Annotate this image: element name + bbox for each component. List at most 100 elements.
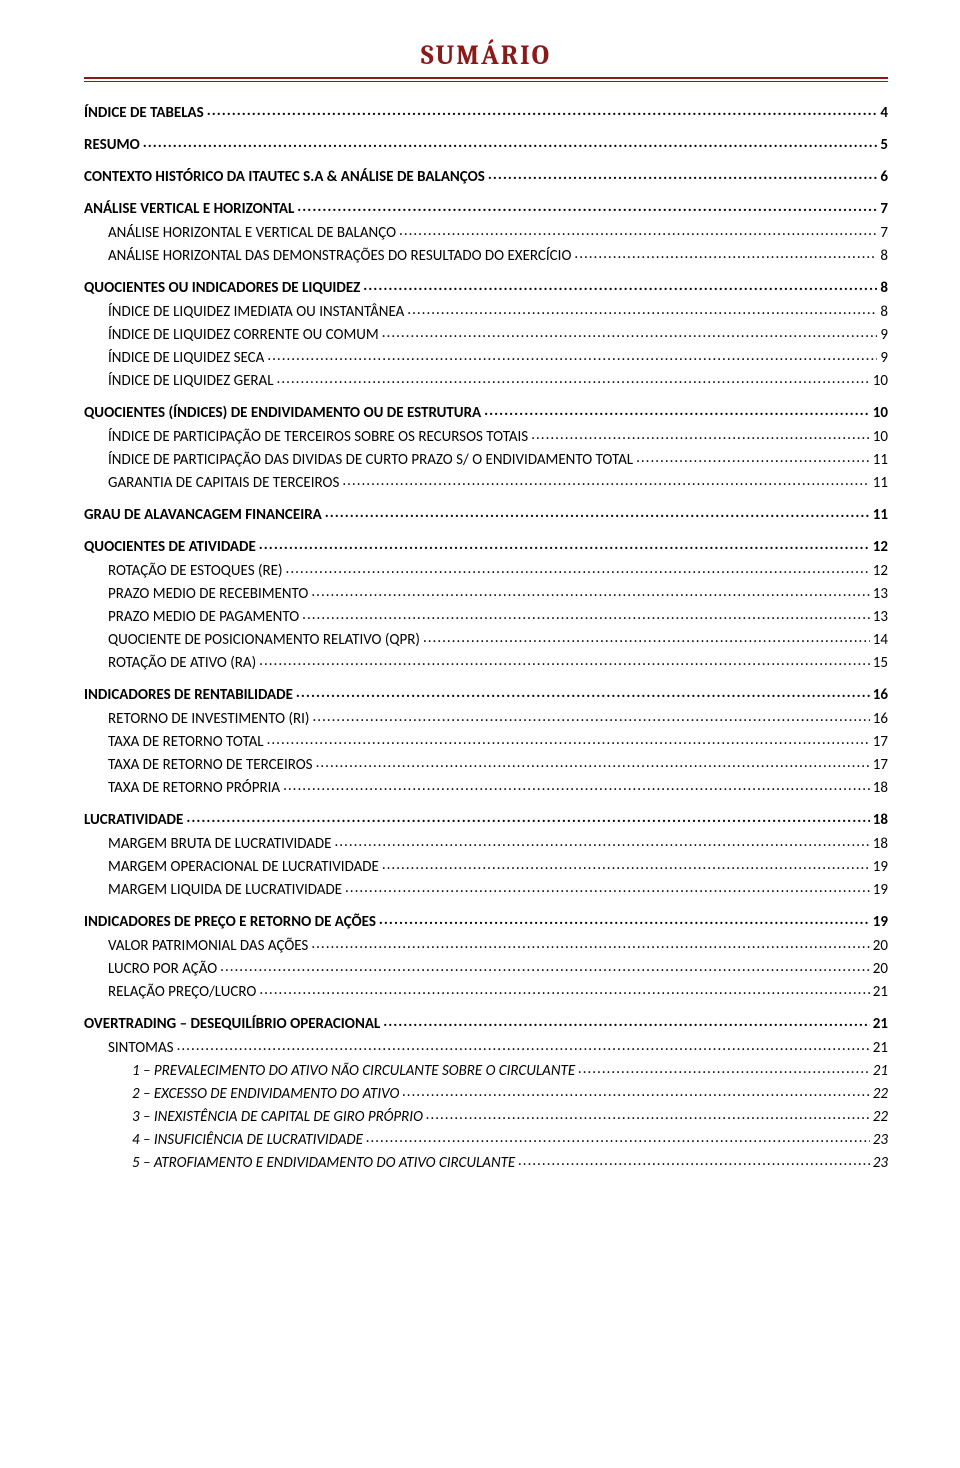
toc-entry-page: 11 [873, 506, 888, 524]
toc-entry[interactable]: ÍNDICE DE LIQUIDEZ SECA 9 [108, 347, 888, 367]
toc-entry[interactable]: ANÁLISE HORIZONTAL E VERTICAL DE BALANÇO… [108, 222, 888, 242]
toc-entry-page: 8 [880, 247, 888, 265]
toc-entry-label: ANÁLISE HORIZONTAL E VERTICAL DE BALANÇO [108, 224, 396, 242]
toc-entry-label: SINTOMAS [108, 1039, 174, 1057]
toc-leader-dots [283, 777, 870, 792]
toc-entry[interactable]: VALOR PATRIMONIAL DAS AÇÕES 20 [108, 935, 888, 955]
toc-entry[interactable]: RELAÇÃO PREÇO/LUCRO 21 [108, 981, 888, 1001]
toc-leader-dots [259, 652, 870, 667]
toc-entry-page: 13 [873, 585, 888, 603]
toc-entry[interactable]: INDICADORES DE RENTABILIDADE 16 [84, 684, 888, 704]
toc-leader-dots [267, 731, 870, 746]
toc-entry-page: 16 [873, 710, 888, 728]
toc-entry[interactable]: ÍNDICE DE LIQUIDEZ GERAL 10 [108, 370, 888, 390]
toc-list: ÍNDICE DE TABELAS 4 RESUMO 5 CONTEXTO HIST… [84, 102, 888, 1172]
toc-entry-label: QUOCIENTES (ÍNDICES) DE ENDIVIDAMENTO OU… [84, 404, 481, 422]
toc-entry[interactable]: ÍNDICE DE LIQUIDEZ IMEDIATA OU INSTANTÂN… [108, 301, 888, 321]
toc-entry[interactable]: PRAZO MEDIO DE RECEBIMENTO 13 [108, 583, 888, 603]
toc-entry-label: ÍNDICE DE PARTICIPAÇÃO DAS DIVIDAS DE CU… [108, 451, 633, 469]
toc-entry[interactable]: QUOCIENTE DE POSICIONAMENTO RELATIVO (QP… [108, 629, 888, 649]
toc-entry-label: RELAÇÃO PREÇO/LUCRO [108, 983, 256, 1001]
toc-entry-page: 20 [873, 937, 888, 955]
toc-entry-page: 9 [880, 349, 888, 367]
toc-entry[interactable]: CONTEXTO HISTÓRICO DA ITAUTEC S.A & ANÁL… [84, 166, 888, 186]
toc-entry-label: ÍNDICE DE LIQUIDEZ CORRENTE OU COMUM [108, 326, 379, 344]
toc-entry-page: 7 [880, 224, 888, 242]
toc-entry[interactable]: RETORNO DE INVESTIMENTO (RI) 16 [108, 708, 888, 728]
toc-entry-page: 12 [873, 562, 888, 580]
toc-entry-label: ÍNDICE DE LIQUIDEZ GERAL [108, 372, 274, 390]
toc-entry[interactable]: 3 – INEXISTÊNCIA DE CAPITAL DE GIRO PRÓP… [132, 1106, 888, 1126]
toc-entry[interactable]: ROTAÇÃO DE ATIVO (RA) 15 [108, 652, 888, 672]
toc-entry[interactable]: TAXA DE RETORNO PRÓPRIA 18 [108, 777, 888, 797]
toc-entry-page: 22 [873, 1108, 888, 1126]
toc-entry[interactable]: ÍNDICE DE PARTICIPAÇÃO DAS DIVIDAS DE CU… [108, 449, 888, 469]
toc-entry-page: 8 [880, 279, 888, 297]
toc-entry[interactable]: SINTOMAS 21 [108, 1037, 888, 1057]
toc-leader-dots [277, 370, 870, 385]
toc-entry-page: 10 [873, 404, 888, 422]
toc-entry[interactable]: LUCRATIVIDADE 18 [84, 809, 888, 829]
toc-entry-label: VALOR PATRIMONIAL DAS AÇÕES [108, 937, 308, 955]
toc-entry-label: ANÁLISE VERTICAL E HORIZONTAL [84, 200, 294, 218]
toc-entry-label: CONTEXTO HISTÓRICO DA ITAUTEC S.A & ANÁL… [84, 168, 485, 186]
toc-entry-page: 17 [873, 733, 888, 751]
toc-leader-dots [207, 102, 878, 117]
toc-entry[interactable]: ANÁLISE HORIZONTAL DAS DEMONSTRAÇÕES DO … [108, 245, 888, 265]
toc-leader-dots [531, 426, 870, 441]
toc-entry-page: 6 [880, 168, 888, 186]
toc-entry[interactable]: INDICADORES DE PREÇO E RETORNO DE AÇÕES … [84, 911, 888, 931]
toc-entry[interactable]: ÍNDICE DE TABELAS 4 [84, 102, 888, 122]
toc-entry[interactable]: RESUMO 5 [84, 134, 888, 154]
toc-entry-page: 22 [873, 1085, 888, 1103]
toc-entry[interactable]: ANÁLISE VERTICAL E HORIZONTAL 7 [84, 198, 888, 218]
toc-entry[interactable]: ÍNDICE DE PARTICIPAÇÃO DE TERCEIROS SOBR… [108, 426, 888, 446]
toc-entry-page: 16 [873, 686, 888, 704]
toc-entry[interactable]: ÍNDICE DE LIQUIDEZ CORRENTE OU COMUM 9 [108, 324, 888, 344]
toc-page: SUMÁRIO ÍNDICE DE TABELAS 4RESUMO 5CONTE… [0, 0, 960, 1225]
toc-entry-label: GRAU DE ALAVANCAGEM FINANCEIRA [84, 506, 322, 524]
toc-entry-page: 23 [873, 1131, 888, 1149]
toc-entry-label: QUOCIENTES OU INDICADORES DE LIQUIDEZ [84, 279, 360, 297]
toc-entry[interactable]: 1 – PREVALECIMENTO DO ATIVO NÃO CIRCULAN… [132, 1060, 888, 1080]
toc-entry[interactable]: 4 – INSUFICIÊNCIA DE LUCRATIVIDADE 23 [132, 1129, 888, 1149]
toc-entry[interactable]: LUCRO POR AÇÃO 20 [108, 958, 888, 978]
toc-entry[interactable]: QUOCIENTES OU INDICADORES DE LIQUIDEZ 8 [84, 277, 888, 297]
toc-leader-dots [259, 536, 870, 551]
toc-entry[interactable]: TAXA DE RETORNO DE TERCEIROS 17 [108, 754, 888, 774]
toc-entry[interactable]: OVERTRADING – DESEQUILÍBRIO OPERACIONAL … [84, 1013, 888, 1033]
toc-entry[interactable]: PRAZO MEDIO DE PAGAMENTO 13 [108, 606, 888, 626]
toc-entry[interactable]: ROTAÇÃO DE ESTOQUES (RE) 12 [108, 560, 888, 580]
toc-entry-label: LUCRO POR AÇÃO [108, 960, 217, 978]
toc-entry[interactable]: 2 – EXCESSO DE ENDIVIDAMENTO DO ATIVO 22 [132, 1083, 888, 1103]
toc-leader-dots [518, 1152, 870, 1167]
toc-leader-dots [286, 560, 870, 575]
toc-entry[interactable]: MARGEM BRUTA DE LUCRATIVIDADE 18 [108, 833, 888, 853]
toc-entry[interactable]: GARANTIA DE CAPITAIS DE TERCEIROS 11 [108, 472, 888, 492]
toc-entry[interactable]: TAXA DE RETORNO TOTAL 17 [108, 731, 888, 751]
toc-entry[interactable]: 5 – ATROFIAMENTO E ENDIVIDAMENTO DO ATIV… [132, 1152, 888, 1172]
toc-entry[interactable]: MARGEM OPERACIONAL DE LUCRATIVIDADE 19 [108, 856, 888, 876]
toc-leader-dots [382, 324, 878, 339]
toc-entry-page: 7 [880, 200, 888, 218]
toc-leader-dots [325, 504, 870, 519]
toc-entry-page: 5 [880, 136, 888, 154]
toc-entry[interactable]: MARGEM LIQUIDA DE LUCRATIVIDADE 19 [108, 879, 888, 899]
toc-entry[interactable]: QUOCIENTES (ÍNDICES) DE ENDIVIDAMENTO OU… [84, 402, 888, 422]
toc-entry-label: ÍNDICE DE PARTICIPAÇÃO DE TERCEIROS SOBR… [108, 428, 528, 446]
toc-entry-label: INDICADORES DE PREÇO E RETORNO DE AÇÕES [84, 913, 376, 931]
toc-entry[interactable]: QUOCIENTES DE ATIVIDADE 12 [84, 536, 888, 556]
toc-leader-dots [259, 981, 869, 996]
toc-leader-dots [426, 1106, 870, 1121]
toc-leader-dots [311, 935, 869, 950]
toc-entry-label: ROTAÇÃO DE ATIVO (RA) [108, 654, 256, 672]
toc-leader-dots [636, 449, 870, 464]
toc-entry-label: TAXA DE RETORNO DE TERCEIROS [108, 756, 313, 774]
toc-entry-page: 18 [873, 779, 888, 797]
toc-leader-dots [379, 911, 870, 926]
toc-entry[interactable]: GRAU DE ALAVANCAGEM FINANCEIRA 11 [84, 504, 888, 524]
toc-entry-page: 10 [873, 372, 888, 390]
toc-entry-page: 19 [873, 881, 888, 899]
toc-leader-dots [407, 301, 877, 316]
toc-entry-label: 2 – EXCESSO DE ENDIVIDAMENTO DO ATIVO [132, 1085, 399, 1103]
